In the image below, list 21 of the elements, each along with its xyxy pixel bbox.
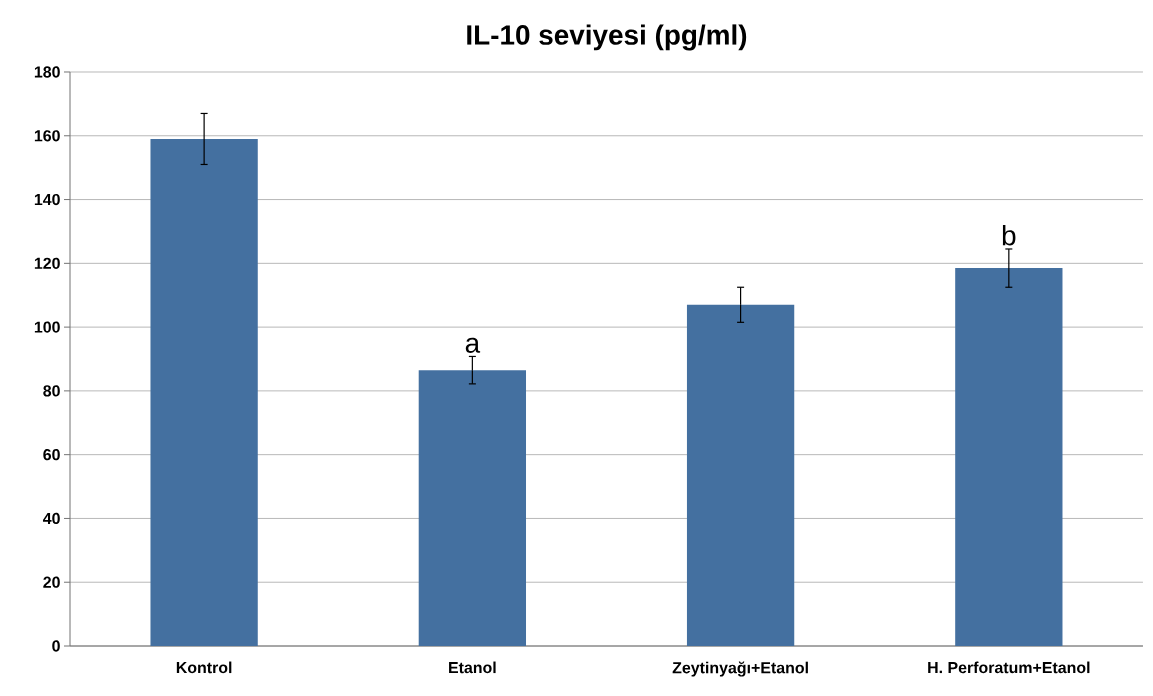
bar bbox=[418, 370, 527, 646]
bar bbox=[150, 138, 258, 646]
y-tick-label: 120 bbox=[34, 257, 60, 269]
y-tick-label: 100 bbox=[34, 321, 60, 333]
x-tick-label: Zeytinyağı+Etanol bbox=[672, 661, 808, 677]
y-tick-label: 80 bbox=[43, 385, 60, 397]
y-tick-label: 180 bbox=[34, 66, 60, 78]
x-tick-label: Kontrol bbox=[176, 661, 232, 674]
y-tick-label: 60 bbox=[43, 449, 60, 461]
data-label: b bbox=[1002, 224, 1016, 246]
y-tick-label: 20 bbox=[43, 576, 60, 588]
y-tick-label: 40 bbox=[42, 512, 60, 525]
bar bbox=[955, 268, 1063, 646]
y-tick-label: 0 bbox=[52, 640, 60, 652]
chart-title: IL-10 seviyesi (pg/ml) bbox=[467, 24, 747, 51]
data-label: a bbox=[465, 337, 481, 353]
y-tick-label: 160 bbox=[34, 130, 60, 142]
x-tick-label: H. Perforatum+Etanol bbox=[928, 661, 1090, 674]
bar bbox=[686, 304, 795, 646]
y-tick-label: 140 bbox=[34, 193, 60, 206]
x-tick-label: Etanol bbox=[449, 661, 496, 674]
